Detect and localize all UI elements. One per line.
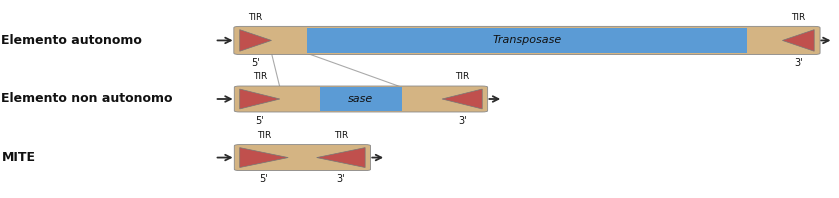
- Bar: [306, 28, 748, 53]
- Text: TIR: TIR: [455, 72, 469, 81]
- Text: MITE: MITE: [2, 151, 35, 164]
- Text: TIR: TIR: [791, 13, 805, 22]
- Polygon shape: [240, 89, 280, 109]
- Polygon shape: [783, 30, 814, 51]
- Text: sase: sase: [348, 94, 373, 104]
- Polygon shape: [442, 89, 482, 109]
- Polygon shape: [316, 148, 365, 168]
- Text: TIR: TIR: [257, 131, 271, 140]
- Text: Transposase: Transposase: [492, 35, 561, 45]
- Text: TIR: TIR: [253, 72, 267, 81]
- FancyBboxPatch shape: [234, 26, 820, 54]
- Polygon shape: [240, 148, 289, 168]
- Polygon shape: [240, 30, 272, 51]
- Bar: [320, 87, 402, 111]
- Text: 3': 3': [458, 116, 466, 126]
- Text: Elemento non autonomo: Elemento non autonomo: [2, 92, 173, 106]
- Text: 3': 3': [794, 58, 803, 68]
- Text: Elemento autonomo: Elemento autonomo: [2, 34, 143, 47]
- Text: 5': 5': [259, 174, 268, 184]
- Text: 3': 3': [336, 174, 345, 184]
- Text: 5': 5': [255, 116, 264, 126]
- Text: TIR: TIR: [334, 131, 348, 140]
- Text: TIR: TIR: [248, 13, 263, 22]
- Text: 5': 5': [251, 58, 260, 68]
- FancyBboxPatch shape: [234, 145, 371, 170]
- FancyBboxPatch shape: [234, 86, 487, 112]
